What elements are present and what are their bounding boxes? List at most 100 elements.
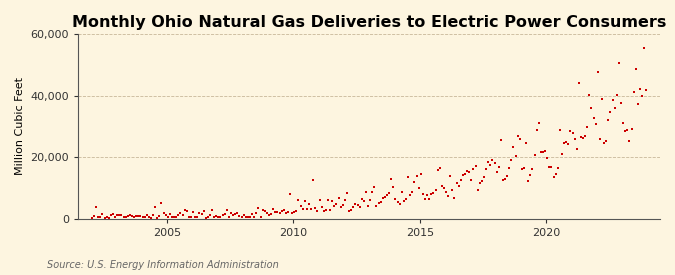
Point (356, 197, 367, 201)
Point (415, 172, 426, 176)
Point (247, 212, 258, 216)
Point (591, 122, 601, 126)
Point (533, 121, 544, 125)
Point (620, 129, 630, 133)
Point (202, 214, 213, 219)
Point (550, 172, 561, 177)
Point (616, 100, 626, 105)
Point (639, 46, 649, 51)
Point (354, 205, 365, 209)
Point (525, 172, 536, 177)
Point (358, 199, 369, 203)
Point (400, 197, 411, 201)
Point (612, 93, 622, 98)
Point (227, 213, 238, 218)
Point (630, 67, 641, 71)
Point (175, 211, 186, 215)
Point (173, 213, 184, 218)
Point (88, 214, 99, 218)
Title: Monthly Ohio Natural Gas Deliveries to Electric Power Consumers: Monthly Ohio Natural Gas Deliveries to E… (72, 15, 666, 30)
Point (257, 208, 268, 213)
Point (90, 205, 101, 209)
Point (234, 214, 245, 218)
Point (184, 215, 194, 220)
Point (156, 201, 167, 205)
Point (340, 198, 350, 202)
Point (481, 166, 491, 171)
Point (350, 202, 361, 207)
Point (146, 215, 157, 220)
Point (342, 191, 352, 195)
Point (430, 187, 441, 192)
Point (413, 186, 424, 190)
Point (548, 175, 559, 179)
Point (527, 167, 538, 171)
Point (432, 167, 443, 172)
Point (504, 166, 514, 170)
Point (207, 208, 217, 212)
Point (335, 205, 346, 209)
Point (274, 211, 285, 216)
Point (295, 204, 306, 208)
Point (493, 165, 504, 169)
Point (272, 210, 283, 214)
Point (165, 212, 176, 216)
Point (158, 211, 169, 215)
Point (338, 203, 348, 207)
Point (310, 206, 321, 211)
Point (244, 215, 255, 219)
Point (559, 141, 570, 145)
Point (253, 206, 264, 210)
Point (407, 189, 418, 194)
Point (329, 204, 340, 208)
Point (512, 134, 523, 139)
Point (466, 178, 477, 182)
Point (451, 181, 462, 185)
Point (369, 185, 380, 189)
Point (238, 213, 249, 218)
Point (603, 118, 614, 122)
Point (392, 200, 403, 204)
Point (597, 97, 608, 101)
Point (293, 198, 304, 203)
Point (628, 90, 639, 95)
Y-axis label: Million Cubic Feet: Million Cubic Feet (15, 78, 25, 175)
Point (441, 190, 452, 195)
Point (546, 164, 557, 169)
Point (535, 150, 546, 154)
Point (240, 215, 251, 219)
Point (470, 164, 481, 168)
Point (508, 145, 519, 149)
Point (362, 204, 373, 208)
Point (485, 163, 495, 167)
Point (618, 121, 628, 125)
Point (411, 174, 422, 178)
Point (561, 140, 572, 144)
Point (112, 213, 123, 217)
Point (103, 215, 114, 220)
Point (297, 207, 308, 211)
Text: Source: U.S. Energy Information Administration: Source: U.S. Energy Information Administ… (47, 260, 279, 270)
Point (586, 105, 597, 110)
Point (280, 211, 291, 215)
Point (314, 198, 325, 202)
Point (582, 125, 593, 129)
Point (595, 136, 605, 141)
Point (544, 165, 555, 169)
Point (110, 215, 121, 220)
Point (578, 136, 589, 140)
Point (624, 138, 634, 143)
Point (86, 216, 97, 220)
Point (126, 214, 137, 219)
Point (99, 216, 110, 220)
Point (502, 174, 512, 178)
Point (475, 181, 485, 185)
Point (317, 205, 327, 209)
Point (409, 180, 420, 185)
Point (300, 198, 310, 203)
Point (576, 135, 587, 139)
Point (306, 207, 317, 211)
Point (571, 147, 582, 151)
Point (388, 185, 399, 189)
Point (500, 177, 510, 182)
